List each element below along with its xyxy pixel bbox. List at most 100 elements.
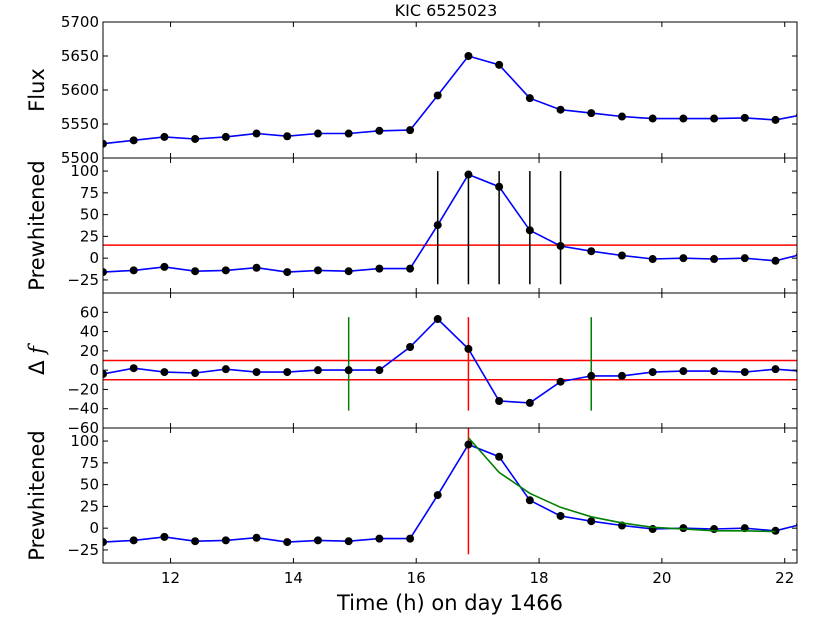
data-point xyxy=(344,537,353,546)
panel-prewhitened: −25 0 25 50 75 100 Prewhitened xyxy=(25,157,798,294)
data-point xyxy=(679,114,688,123)
data-point xyxy=(191,134,200,143)
data-point xyxy=(252,368,261,377)
y-tick-label: 0 xyxy=(89,519,99,537)
data-point xyxy=(525,94,534,103)
data-point xyxy=(160,368,169,377)
y-tick-label: 5700 xyxy=(61,13,99,31)
panel-flux: 5500 5550 5600 5650 5700 Flux xyxy=(25,13,798,167)
data-point xyxy=(191,537,200,546)
data-point xyxy=(617,371,626,380)
data-point xyxy=(433,315,442,324)
y-tick-label: 20 xyxy=(80,342,99,360)
y-tick-label: 100 xyxy=(70,162,99,180)
y-tick-label: 50 xyxy=(80,476,99,494)
plot-area xyxy=(103,52,797,148)
data-point xyxy=(129,136,138,145)
data-point xyxy=(587,517,596,526)
data-point xyxy=(283,368,292,377)
data-point xyxy=(710,525,719,534)
data-point xyxy=(587,109,596,118)
data-point xyxy=(406,534,415,543)
data-point xyxy=(648,255,657,264)
data-point xyxy=(313,536,322,545)
x-tick-label: 12 xyxy=(161,569,180,587)
data-point xyxy=(648,114,657,123)
data-point xyxy=(495,397,504,405)
data-point xyxy=(191,267,200,276)
data-point xyxy=(495,182,504,191)
data-point xyxy=(103,538,107,547)
axes-frame xyxy=(102,427,798,564)
y-tick-label: 60 xyxy=(80,303,99,321)
y-axis-label: Prewhitened xyxy=(25,430,49,560)
data-point xyxy=(464,52,473,60)
y-tick-label: −25 xyxy=(67,271,99,289)
x-tick-label: 22 xyxy=(775,569,794,587)
data-point xyxy=(191,369,200,378)
data-point xyxy=(375,264,384,273)
data-point xyxy=(433,91,442,100)
data-point xyxy=(679,524,688,533)
x-tick-label: 20 xyxy=(652,569,671,587)
y-tick-label: 5600 xyxy=(61,81,99,99)
data-point xyxy=(679,367,688,376)
data-point xyxy=(587,247,596,256)
data-point xyxy=(525,398,534,407)
data-point xyxy=(556,511,565,520)
y-tick-label: 75 xyxy=(80,184,99,202)
y-tick-label: 25 xyxy=(80,227,99,245)
data-point xyxy=(375,534,384,543)
plot-area xyxy=(103,315,797,411)
data-point xyxy=(771,256,780,265)
series-line-prewhitened xyxy=(103,443,797,543)
panels-group: 5500 5550 5600 5650 5700 Flux −25 0 25 50 75 100 Pre… xyxy=(25,13,798,587)
data-point xyxy=(103,268,107,277)
y-tick-label: 25 xyxy=(80,497,99,515)
y-axis-label: Δ f xyxy=(25,343,49,375)
data-point xyxy=(221,365,230,374)
data-point xyxy=(740,113,749,122)
data-point xyxy=(433,221,442,230)
data-point xyxy=(525,226,534,235)
data-point xyxy=(406,343,415,351)
data-point xyxy=(617,251,626,260)
data-point xyxy=(679,254,688,263)
data-point xyxy=(525,496,534,505)
data-point xyxy=(495,60,504,69)
data-point xyxy=(464,344,473,353)
data-point xyxy=(740,368,749,377)
data-point xyxy=(617,112,626,121)
data-point xyxy=(283,268,292,277)
y-tick-label: 75 xyxy=(80,454,99,472)
data-point xyxy=(283,538,292,547)
data-point xyxy=(160,532,169,541)
y-tick-label: −60 xyxy=(67,419,99,437)
data-point xyxy=(495,452,504,461)
y-tick-label: 5550 xyxy=(61,115,99,133)
data-point xyxy=(313,266,322,275)
data-point xyxy=(464,440,473,449)
data-point xyxy=(740,254,749,263)
y-tick-label: 5500 xyxy=(61,149,99,167)
y-tick-label: 100 xyxy=(70,432,99,450)
y-tick-label: −25 xyxy=(67,541,99,559)
y-axis-label: Flux xyxy=(25,68,49,112)
data-point xyxy=(160,262,169,271)
data-point xyxy=(252,533,261,542)
data-point xyxy=(556,241,565,250)
data-point xyxy=(464,170,473,179)
y-tick-label: 5650 xyxy=(61,47,99,65)
y-tick-label: 50 xyxy=(80,206,99,224)
series-line-flux xyxy=(103,55,797,145)
data-point xyxy=(556,105,565,114)
data-point xyxy=(648,368,657,377)
data-point xyxy=(433,491,442,500)
y-axis-label: Prewhitened xyxy=(25,160,49,290)
y-tick-label: 40 xyxy=(80,323,99,341)
data-point xyxy=(313,366,322,375)
data-point xyxy=(283,132,292,141)
data-point xyxy=(129,266,138,275)
